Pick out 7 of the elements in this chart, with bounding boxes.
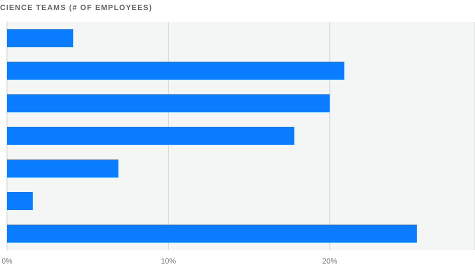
bar (7, 29, 74, 48)
bar (7, 192, 33, 210)
bar (7, 126, 294, 145)
bar (7, 159, 118, 178)
bar (7, 94, 330, 112)
bar (7, 224, 417, 243)
bar (7, 62, 344, 80)
